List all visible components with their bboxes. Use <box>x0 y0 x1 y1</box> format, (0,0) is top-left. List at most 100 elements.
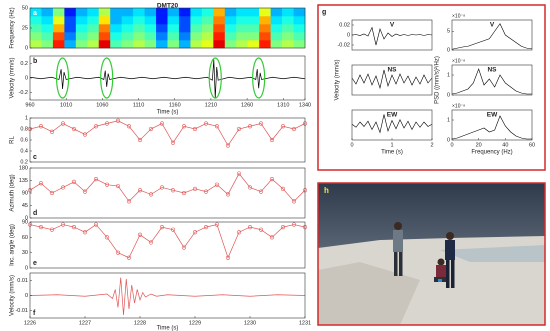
y-tick-label: 0.4 <box>20 148 28 154</box>
heatmap-cell <box>41 40 54 49</box>
series-line <box>29 59 306 99</box>
x-tick-label: 1226 <box>24 320 36 326</box>
heatmap-cell <box>121 8 134 17</box>
heatmap-cell <box>236 8 249 17</box>
y-axis-label: Velocity (mm/s) <box>10 57 16 98</box>
y-tick-label: 1 <box>447 117 450 123</box>
heatmap-cell <box>247 8 260 17</box>
data-point <box>115 250 121 255</box>
data-point <box>236 171 242 176</box>
data-point <box>280 225 286 230</box>
heatmap-cell <box>75 16 88 25</box>
heatmap-cell <box>52 8 65 17</box>
data-point <box>269 235 275 240</box>
data-point <box>214 182 220 187</box>
heatmap-cell <box>87 24 100 33</box>
y-tick-label: 0 <box>25 215 28 221</box>
x-tick-label: 1160 <box>169 102 181 108</box>
heatmap-cell <box>282 24 294 33</box>
heatmap-cell <box>30 8 42 17</box>
data-point <box>258 189 264 194</box>
plot-frame <box>29 117 306 163</box>
panel-label: a <box>33 10 37 17</box>
heatmap-cell <box>41 16 54 25</box>
heatmap-cell <box>190 32 203 41</box>
y-axis-label: Velocity (mm/s) <box>335 59 341 100</box>
photo-water <box>440 245 545 262</box>
heatmap-cell <box>75 32 88 41</box>
panel: 0 1 NS ×10⁻⁸ PSD ((mm/s)²/Hz) <box>435 56 533 104</box>
heatmap-cell <box>167 32 180 41</box>
series-line <box>29 120 306 147</box>
photo: h <box>317 182 546 326</box>
y-tick-label: 0.02 <box>339 22 350 28</box>
data-point <box>115 118 121 123</box>
data-point <box>137 137 143 143</box>
heatmap-cell <box>213 8 226 17</box>
data-point <box>192 126 198 132</box>
data-point <box>236 230 242 235</box>
heatmap-cell <box>98 32 111 41</box>
subplot-title: V <box>490 22 495 29</box>
photo-rock <box>318 262 420 325</box>
heatmap-cell <box>201 32 214 41</box>
data-point <box>247 124 253 129</box>
data-point <box>104 235 110 240</box>
heatmap-cell <box>282 16 294 25</box>
heatmap-cell <box>259 24 271 33</box>
heatmap-cell <box>270 16 283 25</box>
heatmap-cell <box>75 40 88 49</box>
heatmap-cell <box>121 40 134 49</box>
heatmap-cell <box>41 24 54 33</box>
heatmap-cell <box>190 24 203 33</box>
heatmap-cell <box>64 40 77 49</box>
heatmap-cell <box>259 16 271 25</box>
panel: 0 30 60 90 Inc. angle (deg) e <box>10 219 308 271</box>
heatmap-cell <box>98 24 111 33</box>
heatmap-cell <box>213 32 226 41</box>
data-point <box>225 192 231 197</box>
data-point <box>214 124 220 129</box>
data-point <box>291 126 297 132</box>
series-line <box>29 172 306 202</box>
data-point <box>280 124 286 129</box>
heatmap-cell <box>224 8 237 17</box>
heatmap-cell <box>133 8 145 17</box>
y-tick-label: 5 <box>447 29 450 35</box>
data-point <box>71 225 77 230</box>
panel-label: f <box>33 310 36 317</box>
data-point <box>203 225 209 230</box>
data-point <box>49 190 55 196</box>
x-tick-label: 1060 <box>96 102 108 108</box>
x-tick-label: 1010 <box>60 102 72 108</box>
heatmap-cell <box>282 40 294 49</box>
heatmap-cell <box>110 8 122 17</box>
data-point <box>181 245 187 250</box>
heatmap-cell <box>201 40 214 49</box>
heatmap-cell <box>133 32 145 41</box>
data-point <box>126 255 132 260</box>
y-tick-label: 0 <box>25 265 28 271</box>
data-point <box>170 227 176 232</box>
heatmap-cell <box>52 16 65 25</box>
heatmap-cell <box>236 40 249 49</box>
series-line <box>29 224 306 259</box>
heatmap-cell <box>213 16 226 25</box>
data-point <box>181 124 187 129</box>
x-tick-label: 1210 <box>205 102 217 108</box>
heatmap-cell <box>144 40 157 49</box>
data-point <box>126 199 132 204</box>
panel: 0 5 V ×10⁻⁸ <box>447 13 533 53</box>
plot-frame <box>451 64 533 96</box>
y-tick-label: 50 <box>22 5 28 11</box>
data-point <box>82 132 88 137</box>
heatmap-cell <box>224 24 237 33</box>
data-point <box>214 222 220 227</box>
x-tick-label: 60 <box>529 142 535 148</box>
data-point <box>159 185 165 190</box>
heatmap-cell <box>87 40 100 49</box>
panel: -0.01 0 0.01 1226 1227 1228 1229 1230 1231 Time (… <box>10 272 311 331</box>
data-point <box>60 185 66 190</box>
